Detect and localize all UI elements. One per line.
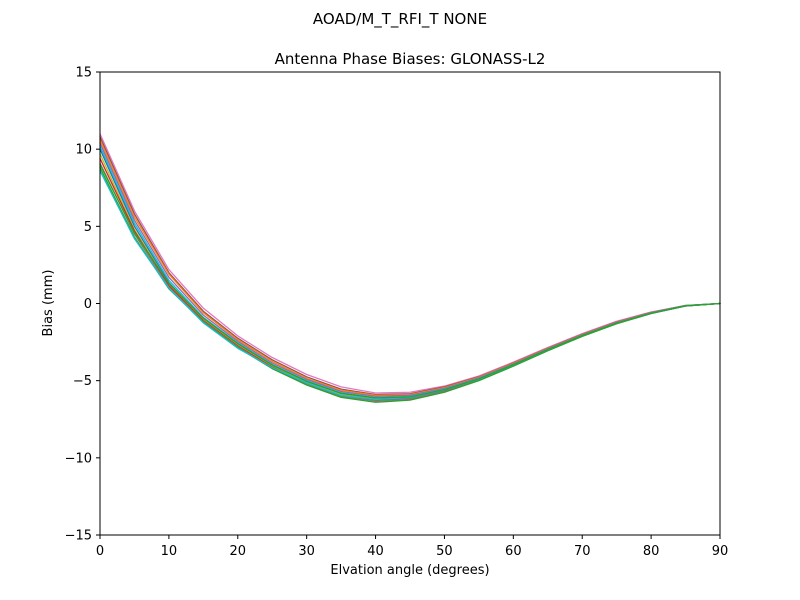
x-axis-label: Elvation angle (degrees) — [330, 563, 489, 578]
x-tick-label: 50 — [436, 544, 453, 559]
y-tick-label: −5 — [73, 374, 92, 389]
y-tick-label: 0 — [84, 297, 92, 312]
x-tick-label: 0 — [96, 544, 104, 559]
y-tick-label: 10 — [75, 143, 92, 158]
plot-area: 0 10 20 30 40 50 60 70 80 90 −15 −10 −5 0 5 10 15 — [65, 66, 729, 560]
x-tick-label: 10 — [161, 544, 178, 559]
y-tick-label: 15 — [75, 66, 92, 81]
series-layer — [99, 133, 721, 403]
series-line-1 — [99, 133, 721, 394]
y-axis-label: Bias (mm) — [41, 270, 56, 337]
series-line-12 — [99, 163, 721, 399]
x-tick-label: 40 — [367, 544, 384, 559]
x-tick-label: 30 — [298, 544, 315, 559]
x-axis: 0 10 20 30 40 50 60 70 80 90 — [96, 535, 728, 559]
y-tick-label: 5 — [84, 220, 92, 235]
x-tick-label: 80 — [643, 544, 660, 559]
figure-suptitle: AOAD/M_T_RFI_T NONE — [313, 10, 487, 29]
y-tick-label: −10 — [65, 451, 92, 466]
x-tick-label: 90 — [712, 544, 729, 559]
y-tick-label: −15 — [65, 529, 92, 544]
x-tick-label: 20 — [230, 544, 247, 559]
x-tick-label: 60 — [505, 544, 522, 559]
y-axis: −15 −10 −5 0 5 10 15 — [65, 66, 100, 544]
x-tick-label: 70 — [574, 544, 591, 559]
chart-title: Antenna Phase Biases: GLONASS-L2 — [275, 50, 546, 68]
